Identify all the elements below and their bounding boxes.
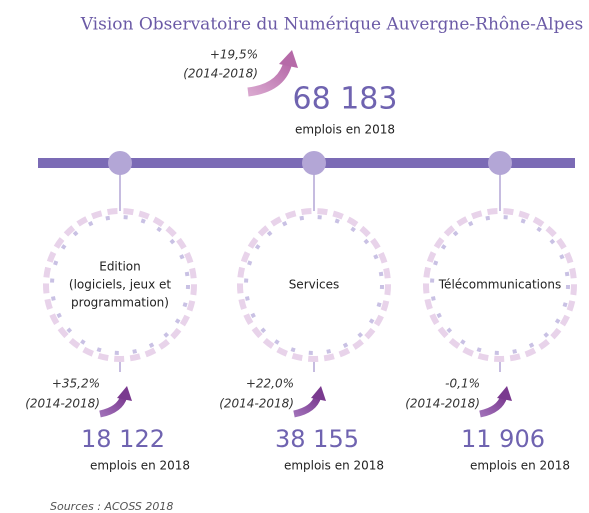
growth-arrow bbox=[480, 396, 504, 414]
sector-period: (2014-2018) bbox=[405, 397, 480, 411]
sector-growth: +35,2% bbox=[52, 377, 100, 391]
total-value: 68 183 bbox=[293, 82, 398, 117]
sector-value: 38 155 bbox=[275, 425, 359, 453]
growth-arrow-head bbox=[279, 50, 298, 68]
total-growth: +19,5% bbox=[210, 48, 258, 62]
sector-label: emplois en 2018 bbox=[90, 459, 190, 473]
sector-name: Services bbox=[289, 278, 340, 292]
sector-name: Télécommunications bbox=[438, 278, 561, 292]
node bbox=[302, 151, 326, 175]
sector-label: emplois en 2018 bbox=[284, 459, 384, 473]
source: Sources : ACOSS 2018 bbox=[50, 500, 173, 513]
sector-name: programmation) bbox=[71, 296, 169, 310]
growth-arrow bbox=[294, 396, 318, 414]
sector-period: (2014-2018) bbox=[219, 397, 294, 411]
sector-name: Edition bbox=[99, 260, 141, 274]
node bbox=[488, 151, 512, 175]
title: Vision Observatoire du Numérique Auvergn… bbox=[80, 15, 584, 35]
sector-period: (2014-2018) bbox=[25, 397, 100, 411]
growth-arrow bbox=[100, 396, 124, 414]
total-label: emplois en 2018 bbox=[295, 123, 395, 137]
infographic: Vision Observatoire du Numérique Auvergn… bbox=[0, 0, 589, 513]
node bbox=[108, 151, 132, 175]
sector-growth: -0,1% bbox=[445, 377, 480, 391]
sector-growth: +22,0% bbox=[246, 377, 294, 391]
sectors: Edition (logiciels, jeux et programmation)… bbox=[25, 151, 574, 473]
sector-label: emplois en 2018 bbox=[470, 459, 570, 473]
sector-name: (logiciels, jeux et bbox=[69, 278, 171, 292]
total-period: (2014-2018) bbox=[183, 67, 258, 81]
sector-value: 18 122 bbox=[81, 425, 165, 453]
sector-value: 11 906 bbox=[461, 425, 545, 453]
